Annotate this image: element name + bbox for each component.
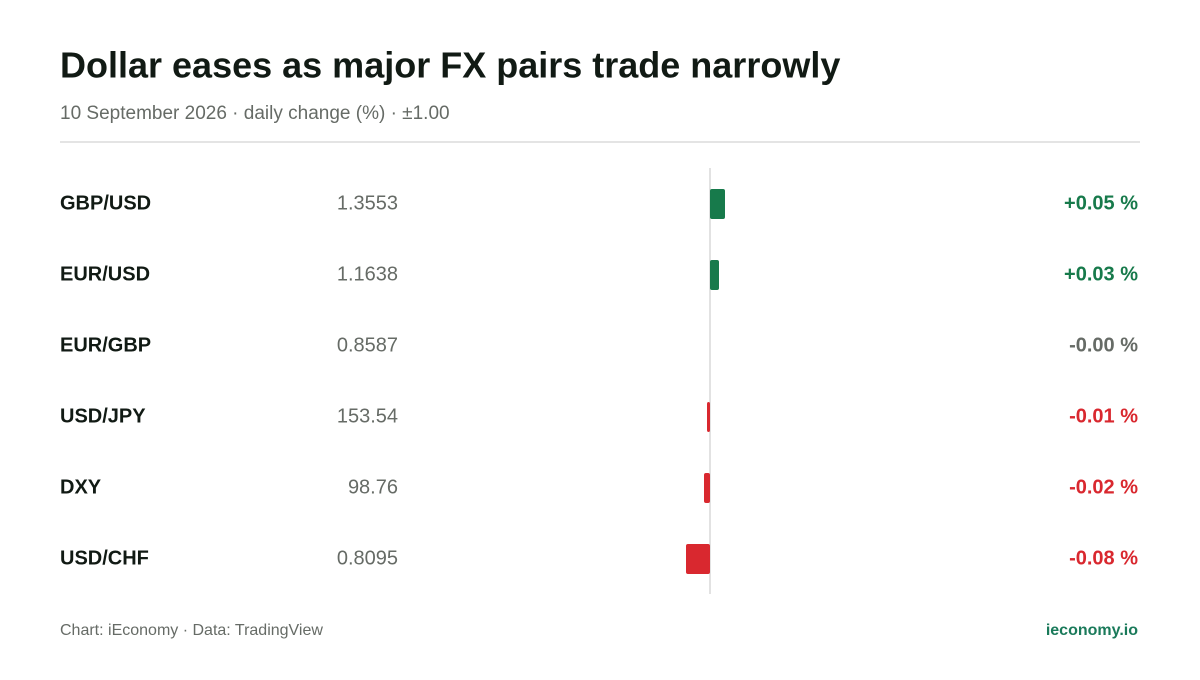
pair-label: EUR/GBP	[60, 334, 151, 356]
price: 1.3553	[337, 192, 398, 214]
bar	[707, 402, 710, 432]
brand: ieconomy.io	[1046, 622, 1138, 639]
bar	[686, 544, 710, 574]
pair-label: USD/CHF	[60, 547, 149, 569]
price: 0.8587	[337, 334, 398, 356]
price: 98.76	[348, 476, 398, 498]
chart-subtitle: 10 September 2026 · daily change (%) · ±…	[60, 103, 450, 124]
bar	[710, 189, 725, 219]
change-label: -0.08 %	[1069, 547, 1138, 569]
pair-label: DXY	[60, 476, 102, 498]
change-label: +0.03 %	[1064, 263, 1138, 285]
bar	[710, 260, 719, 290]
price: 1.1638	[337, 263, 398, 285]
change-label: -0.00 %	[1069, 334, 1138, 356]
pair-label: EUR/USD	[60, 263, 150, 285]
price: 153.54	[337, 405, 398, 427]
source-note: Chart: iEconomy · Data: TradingView	[60, 622, 323, 639]
bar	[704, 473, 710, 503]
change-label: -0.01 %	[1069, 405, 1138, 427]
change-label: -0.02 %	[1069, 476, 1138, 498]
pair-label: USD/JPY	[60, 405, 146, 427]
change-label: +0.05 %	[1064, 192, 1138, 214]
price: 0.8095	[337, 547, 398, 569]
pair-label: GBP/USD	[60, 192, 151, 214]
chart-title: Dollar eases as major FX pairs trade nar…	[60, 45, 840, 86]
